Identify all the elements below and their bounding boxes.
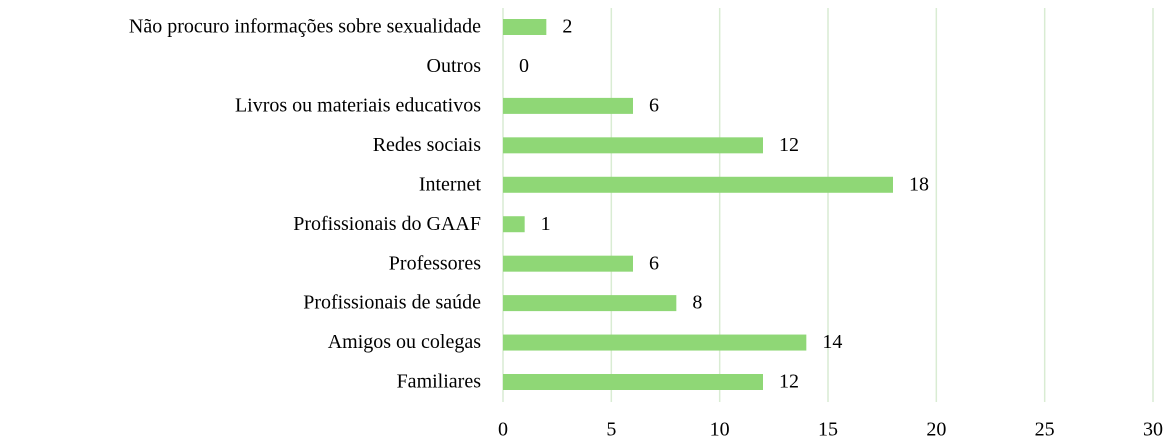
bar [503,255,633,272]
y-tick-label: Profissionais do GAAF [293,213,481,235]
x-tick-label: 10 [710,419,730,439]
x-tick-label: 25 [1035,419,1055,439]
x-tick-label: 15 [818,419,838,439]
bar [503,216,525,233]
value-label: 18 [909,173,929,195]
value-label: 12 [779,134,799,156]
x-tick-label: 30 [1143,419,1163,439]
x-tick-label: 0 [498,419,508,439]
value-label: 12 [779,371,799,393]
bar [503,334,807,351]
x-tick-label: 20 [926,419,946,439]
x-tick-label: 5 [606,419,616,439]
value-label: 8 [692,292,702,314]
y-tick-label: Internet [419,173,482,195]
bar [503,374,763,390]
bar [503,19,547,35]
value-label: 1 [541,213,551,235]
y-tick-label: Profissionais de saúde [303,292,481,314]
y-tick-label: Redes sociais [373,134,482,156]
y-tick-label: Outros [427,55,482,77]
y-tick-label: Livros ou materiais educativos [235,94,481,116]
value-label: 14 [822,331,842,353]
y-tick-label: Amigos ou colegas [328,331,482,353]
bar [503,176,893,193]
bar [503,137,763,154]
bar [503,295,677,312]
value-label: 6 [649,94,659,116]
y-tick-label: Não procuro informações sobre sexualidad… [129,16,481,38]
bar [503,97,633,114]
y-tick-label: Familiares [397,371,482,393]
y-tick-label: Professores [389,252,481,274]
value-label: 0 [519,55,529,77]
value-label: 6 [649,252,659,274]
value-label: 2 [562,16,572,38]
